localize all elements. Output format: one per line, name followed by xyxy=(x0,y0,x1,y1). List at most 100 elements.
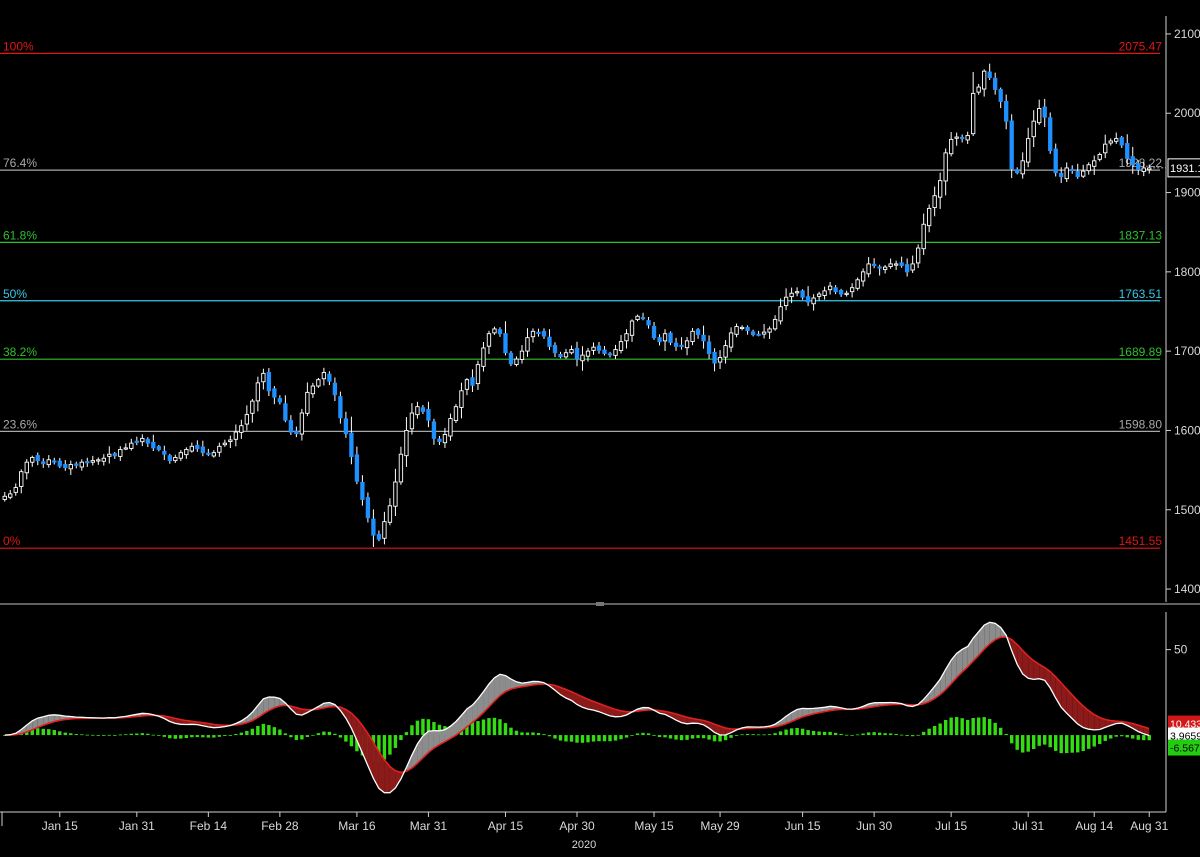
candle-up xyxy=(812,298,815,304)
histogram-bar xyxy=(548,735,551,736)
candle-up xyxy=(124,448,127,449)
candle-down xyxy=(344,419,347,434)
price-axis-tick-label: 1800 xyxy=(1174,265,1200,279)
candle-down xyxy=(328,374,331,381)
price-axis-tick-label: 1500 xyxy=(1174,503,1200,517)
candle-up xyxy=(119,449,122,456)
price-axis-tick-label: 2000 xyxy=(1174,106,1200,120)
candle-up xyxy=(691,331,694,341)
histogram-bar xyxy=(36,728,39,735)
histogram-bar xyxy=(916,735,919,736)
histogram-bar xyxy=(669,735,672,738)
candle-up xyxy=(218,446,221,452)
candle-up xyxy=(20,472,23,487)
histogram-bar xyxy=(966,720,969,735)
histogram-bar xyxy=(839,734,842,735)
candle-up xyxy=(3,496,6,499)
candle-up xyxy=(300,413,303,434)
histogram-bar xyxy=(1137,735,1140,740)
candle-up xyxy=(174,457,177,460)
histogram-bar xyxy=(845,735,848,736)
histogram-bar xyxy=(42,729,45,735)
candle-up xyxy=(966,135,969,139)
histogram-bar xyxy=(955,717,958,735)
candle-down xyxy=(361,482,364,499)
histogram-bar xyxy=(581,735,584,743)
fib-level-pct: 50% xyxy=(3,287,27,301)
fib-level-value: 1837.13 xyxy=(1119,228,1163,242)
time-axis-tick-label: Jul 15 xyxy=(935,819,967,833)
histogram-bar xyxy=(702,735,705,738)
candle-up xyxy=(1026,139,1029,162)
time-axis-tick-label: Apr 15 xyxy=(488,819,524,833)
candle-up xyxy=(1093,161,1096,166)
candle-down xyxy=(658,338,661,342)
candle-up xyxy=(740,327,743,328)
candle-down xyxy=(608,354,611,355)
histogram-bar xyxy=(619,735,622,739)
histogram-bar xyxy=(999,728,1002,735)
histogram-bar xyxy=(575,735,578,743)
histogram-bar xyxy=(894,734,897,735)
histogram-bar xyxy=(883,733,886,735)
candle-up xyxy=(1032,121,1035,137)
candle-up xyxy=(636,316,639,319)
candle-down xyxy=(575,348,578,359)
histogram-bar xyxy=(1015,735,1018,750)
histogram-bar xyxy=(75,734,78,735)
candle-up xyxy=(828,286,831,290)
candle-down xyxy=(36,456,39,461)
candle-down xyxy=(289,421,292,432)
candle-up xyxy=(867,264,870,274)
candle-down xyxy=(366,498,369,518)
candle-up xyxy=(443,434,446,442)
histogram-bar xyxy=(564,735,567,741)
candle-up xyxy=(729,333,732,347)
candle-up xyxy=(630,321,633,335)
candle-up xyxy=(1142,168,1145,172)
histogram-bar xyxy=(663,735,666,737)
histogram-bar xyxy=(988,719,991,735)
candle-down xyxy=(900,263,903,266)
candle-down xyxy=(355,455,358,481)
histogram-bar xyxy=(960,718,963,735)
histogram-bar xyxy=(713,735,716,741)
histogram-bar xyxy=(905,735,908,736)
price-axis-tick-label: 1900 xyxy=(1174,186,1200,200)
candle-up xyxy=(520,351,523,359)
candle-down xyxy=(350,433,353,457)
pane-divider-handle[interactable] xyxy=(596,602,604,606)
histogram-bar xyxy=(218,735,221,737)
candle-up xyxy=(69,465,72,469)
time-axis-tick-label: Apr 30 xyxy=(559,819,595,833)
histogram-bar xyxy=(58,731,61,735)
fib-level-value: 1763.51 xyxy=(1119,287,1163,301)
histogram-bar xyxy=(416,721,419,735)
candle-up xyxy=(80,462,83,467)
histogram-bar xyxy=(146,734,149,735)
histogram-bar xyxy=(339,735,342,737)
candle-up xyxy=(911,264,914,270)
candle-up xyxy=(476,365,479,384)
histogram-bar xyxy=(174,735,177,739)
candle-up xyxy=(223,443,226,445)
histogram-bar xyxy=(559,735,562,740)
histogram-bar xyxy=(729,735,732,738)
histogram-bar xyxy=(520,732,523,735)
histogram-bar xyxy=(113,735,116,736)
candle-down xyxy=(988,72,991,78)
histogram-bar xyxy=(718,735,721,741)
candle-down xyxy=(372,519,375,535)
candle-down xyxy=(652,326,655,337)
histogram-bar xyxy=(889,733,892,735)
histogram-bar xyxy=(1082,735,1085,751)
histogram-bar xyxy=(1098,735,1101,744)
candle-up xyxy=(927,208,930,225)
candle-down xyxy=(339,397,342,418)
histogram-bar xyxy=(674,735,677,740)
histogram-bar xyxy=(944,720,947,735)
candle-up xyxy=(190,446,193,451)
time-axis-tick-label: Jun 30 xyxy=(856,819,892,833)
candle-up xyxy=(773,319,776,328)
histogram-bar xyxy=(130,734,133,735)
